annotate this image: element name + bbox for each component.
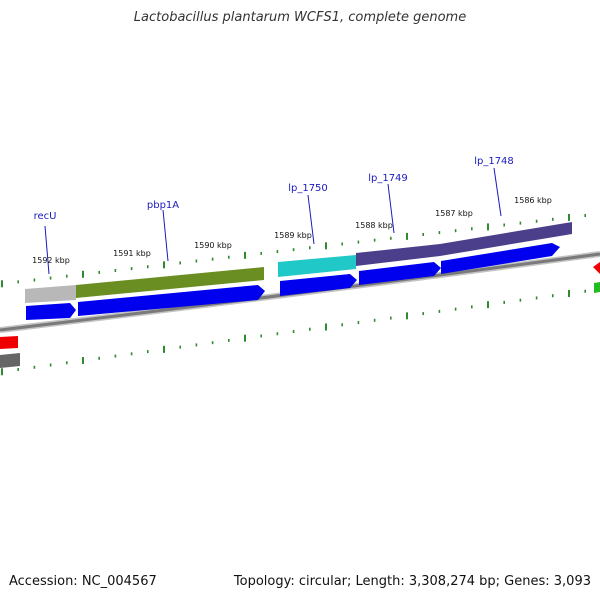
cds-arrow[interactable] — [280, 274, 357, 296]
position-label: 1590 kbp — [194, 241, 232, 250]
feature-bar-lp_1750[interactable] — [278, 255, 356, 277]
position-label: 1592 kbp — [32, 256, 70, 265]
edge-feature-red-right[interactable] — [593, 262, 600, 274]
feature-bar-recU[interactable] — [25, 285, 76, 303]
genome-summary-text: Topology: circular; Length: 3,308,274 bp… — [233, 574, 591, 589]
position-label: 1588 kbp — [355, 221, 393, 230]
gene-label-lp_1748[interactable]: lp_1748 — [474, 156, 514, 167]
accession-text: Accession: NC_004567 — [9, 574, 157, 589]
position-label: 1587 kbp — [435, 209, 473, 218]
gene-callout-line — [387, 183, 395, 234]
cds-arrow[interactable] — [359, 262, 441, 285]
cds-arrow[interactable] — [78, 285, 265, 316]
feature-bar-pbp1A[interactable] — [76, 267, 264, 298]
inner-tick-track — [1, 289, 587, 376]
cds-arrow[interactable] — [441, 243, 560, 274]
edge-feature-green-right[interactable] — [594, 282, 600, 293]
feature-track — [25, 222, 572, 303]
feature-bar-lp_1748[interactable] — [440, 222, 572, 256]
gene-label-lp_1750[interactable]: lp_1750 — [288, 183, 328, 194]
cds-track — [26, 243, 560, 320]
edge-feature-red-left[interactable] — [0, 336, 18, 349]
cds-arrow[interactable] — [26, 303, 76, 320]
outer-tick-track — [1, 213, 587, 288]
gene-label-pbp1A[interactable]: pbp1A — [147, 200, 179, 211]
gene-callout-line — [493, 167, 502, 217]
gene-callout-line — [307, 194, 315, 245]
gene-callout-line — [44, 225, 50, 275]
gene-labels — [44, 167, 502, 275]
gene-callout-line — [162, 209, 169, 262]
page-title: Lactobacillus plantarum WCFS1, complete … — [133, 10, 467, 25]
feature-bar-lp_1749[interactable] — [356, 244, 440, 266]
gene-label-lp_1749[interactable]: lp_1749 — [368, 173, 408, 184]
position-label: 1589 kbp — [274, 231, 312, 240]
gene-label-recU[interactable]: recU — [34, 211, 57, 222]
edge-feature-gray-left[interactable] — [0, 353, 20, 368]
position-label: 1586 kbp — [514, 196, 552, 205]
position-label: 1591 kbp — [113, 249, 151, 258]
